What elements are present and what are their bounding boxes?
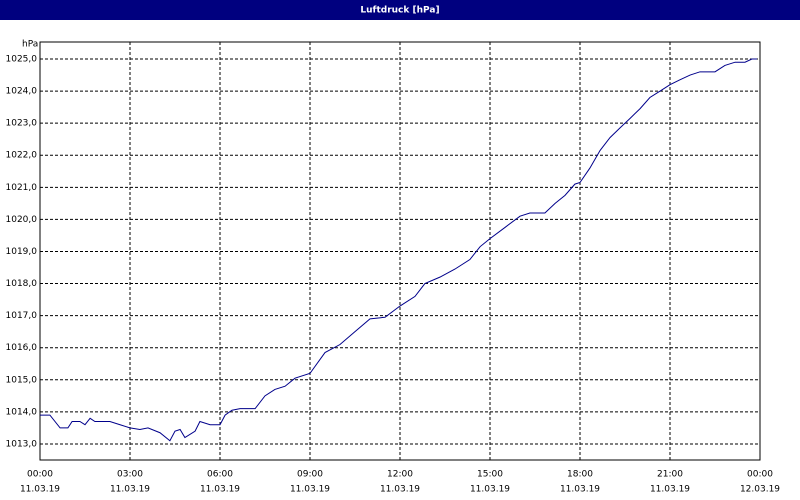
x-tick-date: 11.03.19 <box>560 485 600 495</box>
x-tick-date: 11.03.19 <box>290 485 330 495</box>
y-tick-label: 1022,0 <box>6 151 38 161</box>
x-tick-date: 11.03.19 <box>200 485 240 495</box>
x-tick-date: 11.03.19 <box>110 485 150 495</box>
x-tick-label: 00:00 <box>27 470 53 480</box>
y-tick-label: 1024,0 <box>6 87 38 97</box>
data-line <box>40 58 757 442</box>
y-tick-label: 1020,0 <box>6 215 38 225</box>
y-tick-label: 1013,0 <box>6 439 38 449</box>
x-tick-date: 12.03.19 <box>740 485 780 495</box>
y-axis-unit: hPa <box>22 40 38 50</box>
y-tick-label: 1015,0 <box>6 375 38 385</box>
y-tick-label: 1018,0 <box>6 279 38 289</box>
x-tick-label: 12:00 <box>387 470 413 480</box>
y-tick-label: 1023,0 <box>6 119 38 129</box>
x-tick-label: 15:00 <box>477 470 503 480</box>
x-tick-label: 09:00 <box>297 470 323 480</box>
title-bar <box>0 0 800 20</box>
x-tick-date: 11.03.19 <box>20 485 60 495</box>
y-tick-label: 1016,0 <box>6 343 38 353</box>
x-tick-label: 03:00 <box>117 470 143 480</box>
x-tick-label: 21:00 <box>657 470 683 480</box>
x-tick-date: 11.03.19 <box>470 485 510 495</box>
x-tick-date: 11.03.19 <box>380 485 420 495</box>
x-tick-label: 18:00 <box>567 470 593 480</box>
y-tick-label: 1025,0 <box>6 55 38 65</box>
y-tick-label: 1017,0 <box>6 311 38 321</box>
y-tick-label: 1021,0 <box>6 183 38 193</box>
y-tick-label: 1014,0 <box>6 407 38 417</box>
chart-title: Luftdruck [hPa] <box>360 6 439 16</box>
x-tick-label: 00:00 <box>747 470 773 480</box>
x-tick-label: 06:00 <box>207 470 233 480</box>
y-tick-label: 1019,0 <box>6 247 38 257</box>
x-tick-date: 11.03.19 <box>650 485 690 495</box>
